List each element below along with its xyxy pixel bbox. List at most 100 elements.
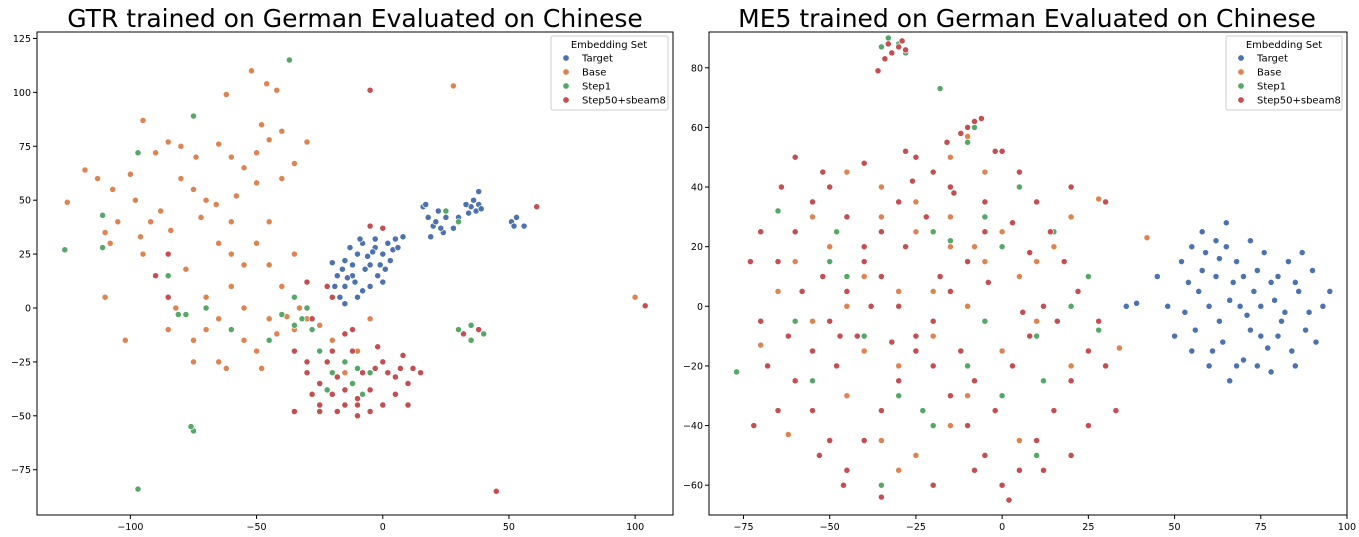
gtr-point-step1 — [455, 218, 462, 226]
me5-y-tick-label: −40 — [683, 421, 703, 432]
me5-point-step1 — [1015, 183, 1023, 191]
gtr-point-step50-sbeam8 — [303, 369, 311, 377]
me5-point-base — [877, 183, 885, 191]
me5-point-step50-sbeam8 — [764, 362, 772, 370]
me5-point-step1 — [1095, 326, 1103, 334]
gtr-point-base — [290, 250, 298, 258]
gtr-point-base — [227, 218, 235, 226]
me5-point-base — [946, 243, 954, 251]
gtr-y-tick-label: −25 — [11, 357, 31, 368]
gtr-legend-label-base: Base — [582, 68, 606, 79]
me5-point-step1 — [895, 392, 903, 400]
gtr-point-base — [248, 67, 255, 75]
gtr-point-target — [371, 235, 379, 243]
gtr-point-step1 — [328, 369, 336, 377]
gtr-point-base — [253, 239, 261, 247]
gtr-point-target — [379, 250, 387, 258]
me5-chart-title: ME5 trained on German Evaluated on Chine… — [738, 4, 1316, 33]
gtr-point-step50-sbeam8 — [328, 347, 336, 355]
me5-point-target — [1212, 237, 1220, 245]
gtr-point-step50-sbeam8 — [379, 401, 387, 409]
me5-point-step1 — [964, 362, 972, 370]
gtr-point-step50-sbeam8 — [328, 390, 336, 398]
me5-point-step1 — [946, 237, 954, 245]
gtr-point-target — [434, 207, 442, 215]
gtr-point-base — [278, 127, 286, 135]
me5-point-step50-sbeam8 — [819, 168, 827, 176]
gtr-point-step50-sbeam8 — [341, 330, 349, 338]
me5-point-base — [912, 198, 920, 206]
me5-point-step50-sbeam8 — [757, 228, 765, 236]
gtr-point-target — [470, 196, 478, 204]
gtr-point-step50-sbeam8 — [341, 401, 349, 409]
me5-point-base — [877, 437, 885, 444]
me5-point-target — [1191, 326, 1199, 334]
me5-point-target — [1246, 326, 1254, 334]
me5-point-step1 — [809, 377, 816, 385]
gtr-point-target — [349, 261, 356, 269]
me5-point-step50-sbeam8 — [898, 37, 906, 45]
me5-point-step50-sbeam8 — [798, 287, 806, 295]
gtr-point-base — [215, 315, 223, 323]
me5-axis-ticks: −75 −50 −25 0 25 50 75 100 −60 −40 −20 0 20 40 60 80 — [683, 63, 1356, 533]
me5-point-target — [1212, 273, 1220, 280]
me5-legend-marker-base — [1237, 68, 1245, 76]
me5-point-step50-sbeam8 — [826, 317, 834, 325]
gtr-point-target — [424, 213, 432, 221]
gtr-point-target — [333, 272, 341, 280]
gtr-point-base — [278, 282, 286, 290]
me5-point-step1 — [774, 207, 782, 215]
gtr-point-base — [63, 198, 71, 206]
me5-point-base — [964, 392, 972, 400]
gtr-point-step50-sbeam8 — [349, 347, 356, 355]
me5-point-step50-sbeam8 — [998, 481, 1006, 489]
me5-legend: Embedding Set Target Base Step1 Step50+s… — [1225, 35, 1343, 111]
gtr-point-base — [197, 213, 205, 221]
gtr-point-step50-sbeam8 — [396, 364, 404, 372]
me5-point-base — [981, 258, 989, 266]
gtr-point-step50-sbeam8 — [379, 358, 387, 366]
gtr-point-base — [265, 218, 273, 226]
me5-legend-title: Embedding Set — [1246, 40, 1322, 51]
me5-point-step50-sbeam8 — [922, 213, 930, 221]
gtr-point-step50-sbeam8 — [349, 326, 356, 334]
gtr-point-step1 — [134, 485, 142, 493]
gtr-x-tick-label: −100 — [117, 522, 143, 533]
gtr-point-base — [631, 293, 639, 301]
gtr-point-step1 — [290, 321, 298, 329]
me5-point-step50-sbeam8 — [860, 159, 868, 167]
me5-point-step50-sbeam8 — [888, 338, 896, 346]
me5-point-base — [843, 302, 851, 310]
me5-point-target — [1305, 308, 1313, 316]
gtr-point-step50-sbeam8 — [391, 373, 399, 381]
me5-point-step50-sbeam8 — [981, 198, 989, 206]
me5-point-target — [1188, 243, 1196, 251]
gtr-point-base — [278, 175, 286, 183]
gtr-legend-label-step50: Step50+sbeam8 — [582, 96, 666, 107]
gtr-point-target — [369, 248, 377, 256]
me5-point-step50-sbeam8 — [877, 493, 885, 501]
me5-point-base — [1115, 344, 1123, 352]
gtr-point-base — [253, 347, 261, 355]
me5-point-step50-sbeam8 — [791, 377, 799, 385]
gtr-point-target — [427, 233, 435, 241]
gtr-point-step50-sbeam8 — [323, 282, 331, 290]
gtr-point-base — [227, 250, 235, 258]
me5-point-target — [1215, 255, 1223, 263]
me5-point-base — [946, 153, 954, 161]
me5-scatter-points — [733, 34, 1334, 504]
gtr-point-target — [477, 205, 485, 213]
me5-point-target — [1240, 356, 1247, 364]
gtr-point-base — [227, 153, 235, 161]
me5-legend-label-base: Base — [1257, 68, 1281, 79]
me5-point-step50-sbeam8 — [1026, 332, 1034, 340]
me5-legend-marker-target — [1237, 54, 1245, 62]
me5-point-step50-sbeam8 — [746, 258, 754, 266]
gtr-point-target — [384, 239, 392, 247]
me5-point-target — [1260, 249, 1268, 257]
me5-point-step50-sbeam8 — [912, 332, 920, 340]
me5-point-base — [1015, 273, 1023, 280]
gtr-point-base — [273, 330, 281, 338]
gtr-point-step50-sbeam8 — [492, 487, 500, 495]
gtr-point-step1 — [359, 390, 367, 398]
